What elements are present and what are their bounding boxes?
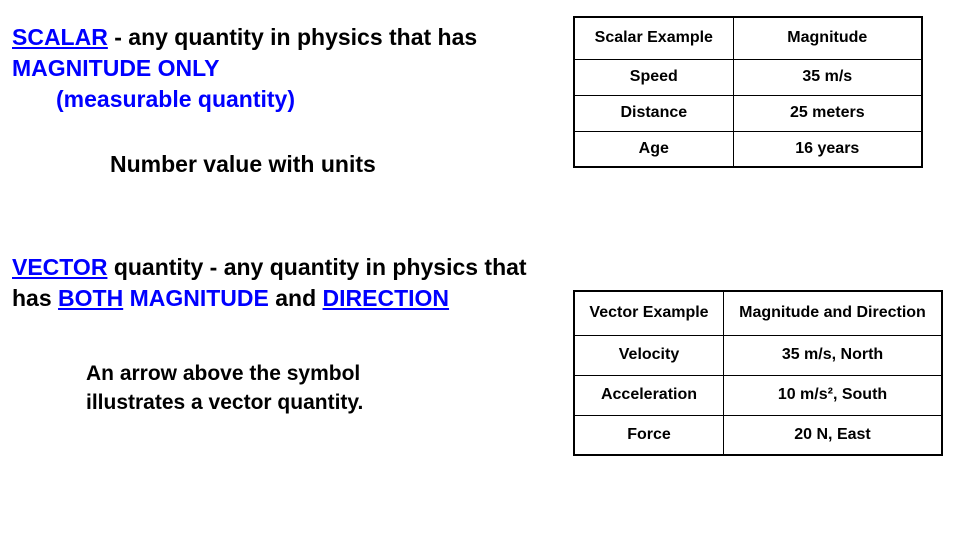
- table-header-cell: Scalar Example: [574, 17, 733, 59]
- table-header-cell: Magnitude: [733, 17, 922, 59]
- vector-definition: VECTOR quantity - any quantity in physic…: [12, 252, 532, 314]
- table-row: Speed 35 m/s: [574, 59, 922, 95]
- vector-and: and: [269, 285, 323, 311]
- table-cell: 16 years: [733, 131, 922, 167]
- arrow-note-line1: An arrow above the symbol: [86, 362, 360, 385]
- table-cell: Distance: [574, 95, 733, 131]
- vector-magnitude: MAGNITUDE: [123, 285, 269, 311]
- table-cell: 25 meters: [733, 95, 922, 131]
- col-label: Magnitude and Direction: [739, 304, 926, 321]
- table-cell: Age: [574, 131, 733, 167]
- col-label: Magnitude: [787, 29, 867, 46]
- table-row: Velocity 35 m/s, North: [574, 335, 942, 375]
- vector-direction: DIRECTION: [323, 285, 450, 311]
- scalar-examples-table: Scalar Example Magnitude Speed 35 m/s Di…: [573, 16, 923, 168]
- scalar-subtext: Number value with units: [12, 151, 532, 178]
- table-row: Vector Example Magnitude and Direction: [574, 291, 942, 335]
- arrow-note-line2: illustrates a vector quantity.: [86, 391, 363, 414]
- table-cell: 20 N, East: [724, 415, 943, 455]
- scalar-term: SCALAR: [12, 24, 108, 50]
- scalar-def-text: - any quantity in physics that has: [108, 24, 477, 50]
- left-text-column: SCALAR - any quantity in physics that ha…: [12, 22, 532, 417]
- scalar-definition: SCALAR - any quantity in physics that ha…: [12, 22, 532, 84]
- scalar-parenthetical: (measurable quantity): [12, 84, 532, 115]
- table-cell: Acceleration: [574, 375, 724, 415]
- col-label: Scalar Example: [595, 29, 713, 46]
- table-cell: 35 m/s, North: [724, 335, 943, 375]
- vector-examples-table: Vector Example Magnitude and Direction V…: [573, 290, 943, 456]
- table-row: Force 20 N, East: [574, 415, 942, 455]
- vector-term: VECTOR: [12, 254, 107, 280]
- scalar-magnitude-only: MAGNITUDE ONLY: [12, 55, 219, 81]
- table-header-cell: Vector Example: [574, 291, 724, 335]
- table-row: Distance 25 meters: [574, 95, 922, 131]
- table-row: Acceleration 10 m/s², South: [574, 375, 942, 415]
- table-cell: 35 m/s: [733, 59, 922, 95]
- table-row: Scalar Example Magnitude: [574, 17, 922, 59]
- col-label: Vector Example: [589, 304, 708, 321]
- table-cell: Speed: [574, 59, 733, 95]
- table-row: Age 16 years: [574, 131, 922, 167]
- table-cell: 10 m/s², South: [724, 375, 943, 415]
- table-header-cell: Magnitude and Direction: [724, 291, 943, 335]
- table-cell: Force: [574, 415, 724, 455]
- vector-arrow-note: An arrow above the symbol illustrates a …: [12, 360, 532, 417]
- table-cell: Velocity: [574, 335, 724, 375]
- vector-both: BOTH: [58, 285, 123, 311]
